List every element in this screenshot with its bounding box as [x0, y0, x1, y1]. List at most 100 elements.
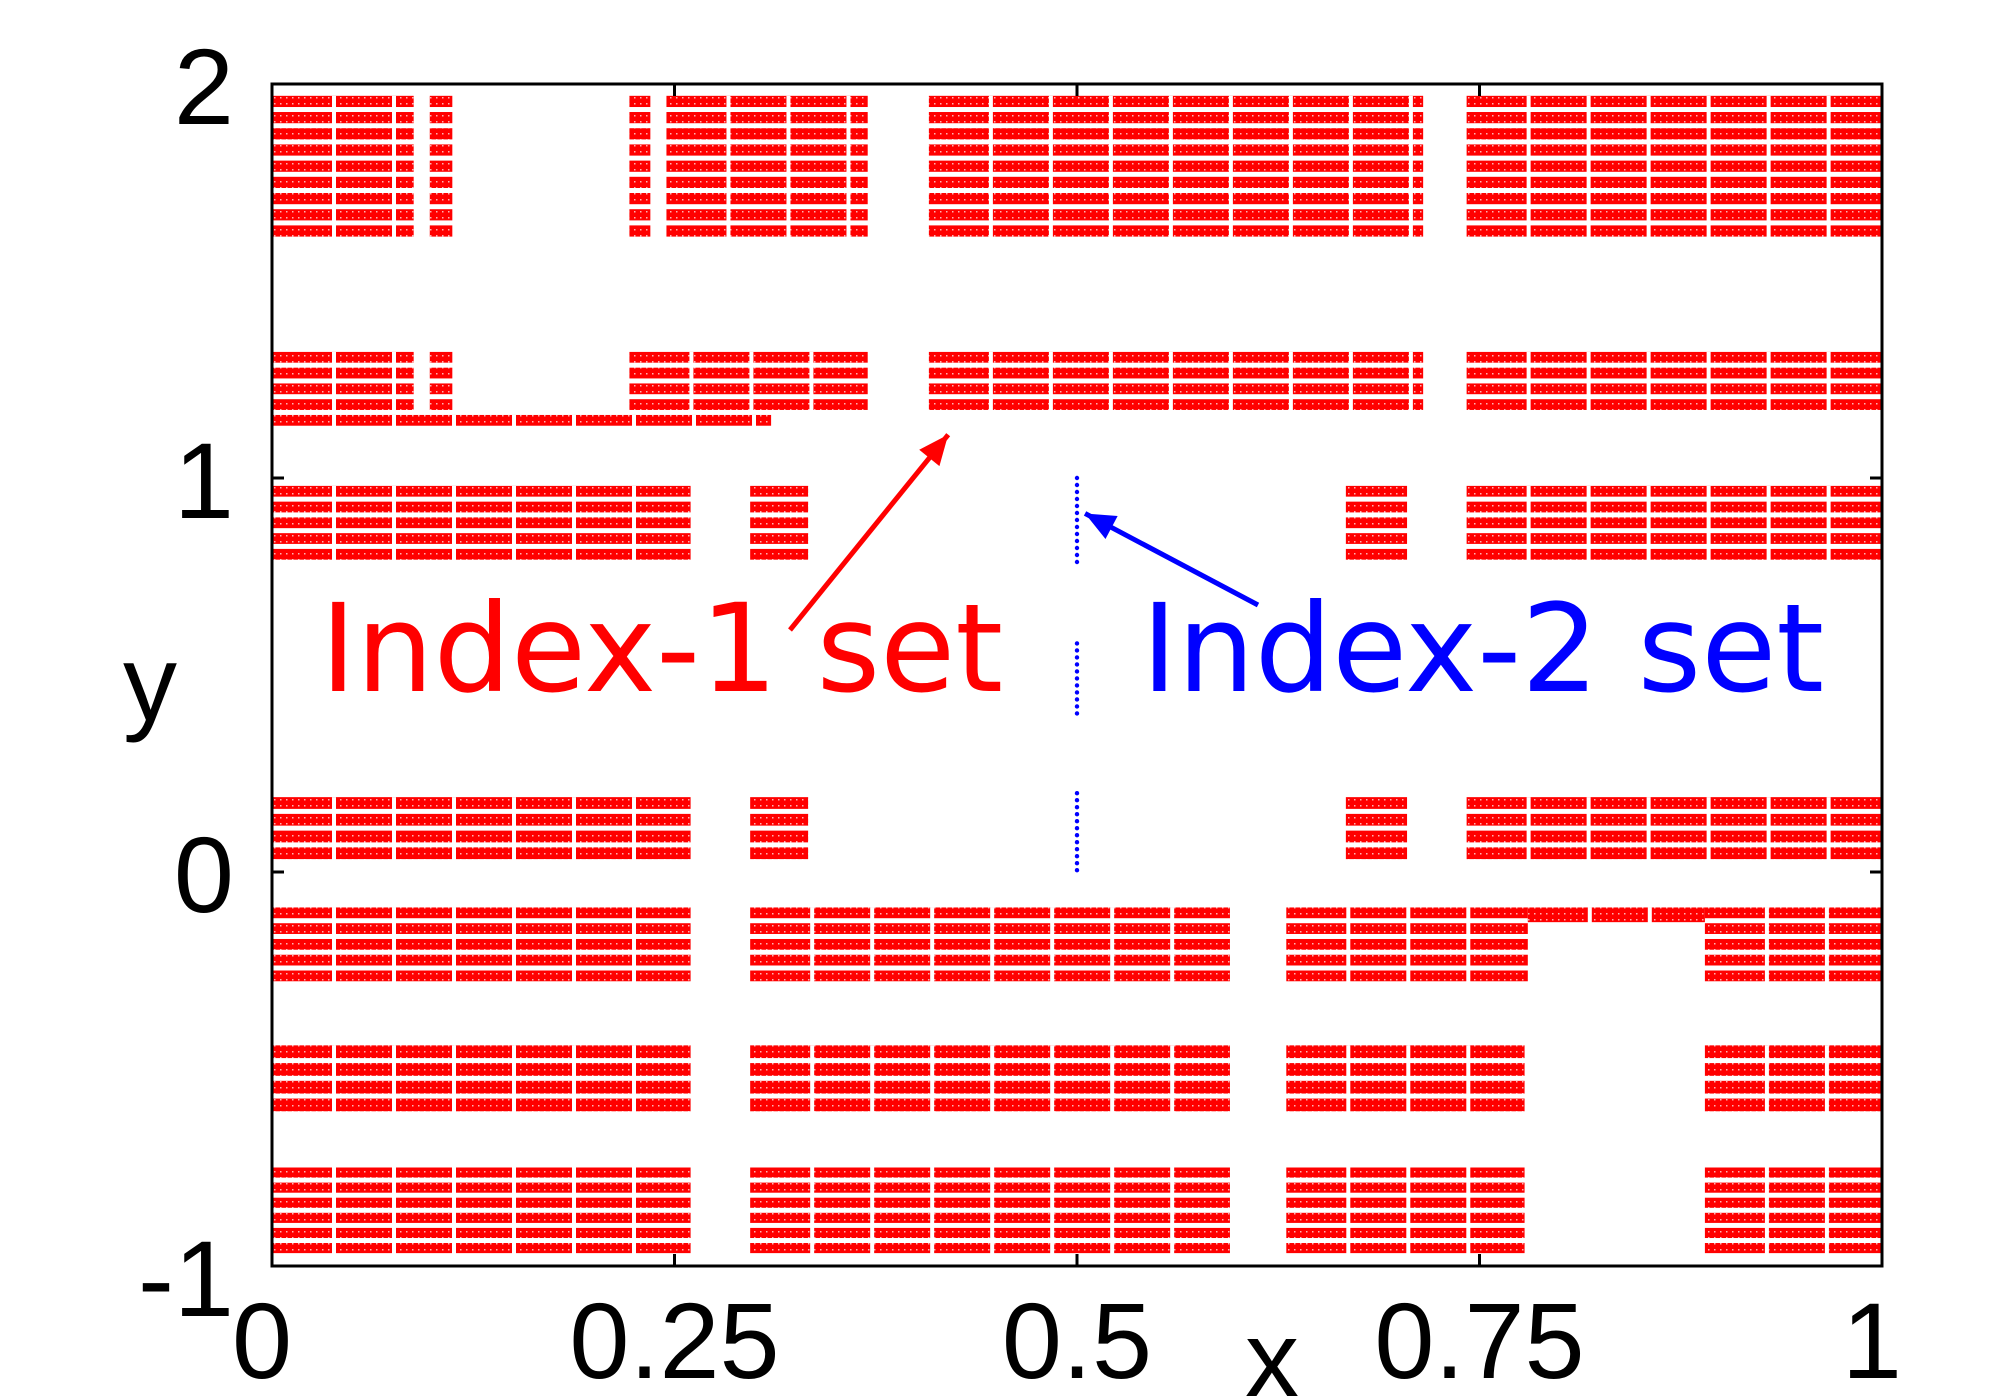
index-1-gap [1466, 1167, 1471, 1259]
index-1-point-band [750, 797, 809, 809]
index-1-point-band [928, 383, 1424, 395]
index-1-point-band [750, 1167, 1230, 1178]
index-1-point-band [429, 176, 453, 189]
index-1-point-band [1704, 923, 1882, 934]
index-1-point-band [750, 954, 1230, 966]
index-1-point-band [1466, 225, 1882, 237]
index-1-gap [632, 414, 636, 431]
index-1-point-band [1466, 399, 1882, 410]
index-1-gap [1826, 95, 1831, 242]
index-1-gap [1824, 1167, 1829, 1259]
index-1-point-band [928, 112, 1424, 124]
index-1-point-band [272, 813, 691, 826]
index-1-gap [1048, 351, 1053, 415]
index-1-point-band [1466, 517, 1882, 529]
index-1-point-band [1527, 907, 1705, 923]
index-1-point-band [750, 533, 809, 544]
index-2-point [1074, 655, 1080, 660]
index-1-point-band [750, 1182, 1230, 1193]
index-1-point-band [1704, 1063, 1882, 1076]
index-1-point-band [1286, 1182, 1525, 1193]
index-1-point-band [629, 367, 868, 379]
index-1-block [1286, 1167, 1525, 1259]
index-1-point-band [272, 193, 414, 205]
index-1-point-band [629, 351, 868, 363]
index-2-point [1074, 861, 1080, 866]
index-1-block [928, 351, 1424, 415]
index-1-point-band [629, 225, 651, 237]
index-1-point-band [272, 548, 691, 560]
index-1-point-band [750, 548, 809, 560]
index-1-gap [1706, 485, 1711, 565]
index-1-gap [1406, 1167, 1411, 1259]
index-1-gap [392, 907, 396, 987]
y-tick-label: 0 [174, 814, 234, 935]
index-1-point-band [1466, 797, 1882, 809]
index-1-gap [1050, 1167, 1055, 1259]
index-1-point-band [629, 128, 651, 140]
index-1-block [666, 95, 868, 242]
index-1-gap [1526, 797, 1531, 865]
index-1-point-band [1345, 485, 1408, 497]
index-1-gap [692, 414, 696, 431]
index-1-point-band [666, 176, 868, 189]
index-1-gap [512, 414, 516, 431]
index-1-point-band [1466, 501, 1882, 513]
index-2-point [1074, 819, 1080, 824]
index-1-gap [988, 95, 993, 242]
index-1-point-band [429, 209, 453, 221]
index-1-block [1466, 95, 1882, 242]
index-1-point-band [750, 938, 1230, 950]
index-1-gap [1110, 1045, 1115, 1117]
index-1-gap [1646, 95, 1651, 242]
index-1-point-band [272, 907, 691, 919]
index-1-gap [1526, 351, 1531, 415]
index-1-block [1345, 797, 1408, 860]
index-1-gap [1168, 95, 1173, 242]
index-1-gap [392, 95, 396, 242]
index-1-gap [1050, 907, 1055, 987]
index-1-point-band [272, 954, 691, 966]
index-1-gap [930, 1167, 935, 1259]
index-1-gap [810, 1167, 815, 1259]
index-1-gap [632, 1045, 636, 1117]
index-1-point-band [666, 95, 868, 108]
index-1-gap [990, 1167, 995, 1259]
index-1-block [429, 351, 453, 410]
index-2-point [1074, 805, 1080, 810]
index-1-block [272, 907, 691, 987]
index-1-gap [512, 1167, 516, 1259]
index-1-gap [1706, 797, 1711, 865]
index-1-point-band [1466, 548, 1882, 560]
index-1-gap [1824, 1045, 1829, 1117]
index-1-gap [930, 907, 935, 987]
index-1-point-band [1466, 176, 1882, 189]
index-1-point-band [1704, 954, 1882, 966]
index-1-point-band [1466, 160, 1882, 172]
index-1-point-band [666, 225, 868, 237]
index-1-point-band [272, 367, 414, 379]
index-1-gap [392, 351, 396, 415]
index-1-gap [1346, 907, 1351, 987]
index-1-gap [689, 351, 694, 415]
index-1-point-band [1466, 193, 1882, 205]
x-tick-label: 0.75 [1374, 1280, 1584, 1400]
index-1-block [750, 1167, 1230, 1259]
index-1-gap [1826, 485, 1831, 565]
index-1-gap [752, 414, 756, 431]
index-1-point-band [429, 95, 453, 108]
index-1-gap [392, 797, 396, 865]
index-2-point [1074, 854, 1080, 859]
index-1-point-band [1466, 144, 1882, 156]
index-1-block [1704, 1045, 1882, 1117]
index-1-point-band [272, 517, 691, 529]
index-1-gap [512, 1045, 516, 1117]
index-1-gap [392, 1167, 396, 1259]
index-1-point-band [629, 193, 651, 205]
index-1-block [1286, 907, 1528, 987]
x-tick-label: 0.25 [569, 1280, 779, 1400]
index-1-point-band [272, 144, 414, 156]
index-1-block [272, 95, 414, 242]
index-2-point [1074, 531, 1080, 537]
index-1-point-band [429, 193, 453, 205]
